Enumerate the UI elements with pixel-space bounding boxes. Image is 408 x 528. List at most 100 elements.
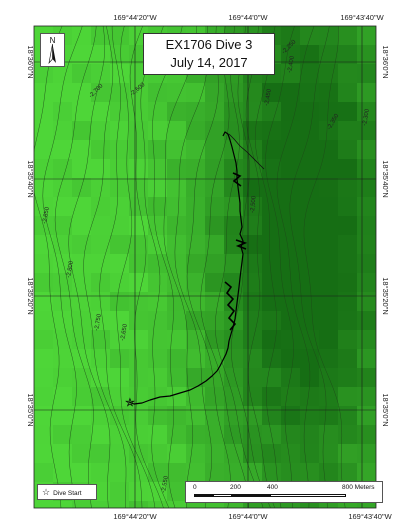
bathy-cell bbox=[243, 330, 263, 350]
bathy-cell bbox=[148, 216, 168, 236]
bathy-cell bbox=[53, 83, 73, 103]
bathy-cell bbox=[224, 254, 244, 274]
bathy-cell bbox=[281, 83, 301, 103]
bathy-cell bbox=[72, 83, 92, 103]
bathy-cell bbox=[224, 102, 244, 122]
bathy-cell bbox=[34, 216, 54, 236]
bathy-cell bbox=[205, 178, 225, 198]
bathy-cell bbox=[262, 159, 282, 179]
bathy-cell bbox=[110, 26, 130, 46]
bathy-cell bbox=[262, 235, 282, 255]
bathy-cell bbox=[300, 178, 320, 198]
bathy-cell bbox=[357, 216, 376, 236]
bathy-cell bbox=[110, 140, 130, 160]
bathy-cell bbox=[338, 216, 358, 236]
bathy-cell bbox=[91, 349, 111, 369]
contour-line bbox=[83, 26, 127, 508]
bathy-cell bbox=[91, 216, 111, 236]
bathy-cell bbox=[34, 64, 54, 84]
bathy-cell bbox=[300, 254, 320, 274]
bathy-cell bbox=[72, 235, 92, 255]
bathy-cell bbox=[72, 273, 92, 293]
bathy-cell bbox=[91, 254, 111, 274]
bathy-cell bbox=[110, 197, 130, 217]
bathy-cell bbox=[357, 235, 376, 255]
bathy-cell bbox=[300, 140, 320, 160]
bathy-cell bbox=[224, 197, 244, 217]
bathy-cell bbox=[357, 64, 376, 84]
bathy-cell bbox=[224, 121, 244, 141]
bathy-cell bbox=[262, 368, 282, 388]
scale-segment bbox=[232, 494, 270, 497]
bathy-cell bbox=[281, 501, 301, 508]
bathy-cell bbox=[243, 349, 263, 369]
scale-segment bbox=[213, 494, 232, 497]
bathy-cell bbox=[72, 406, 92, 426]
bathy-cell bbox=[129, 444, 149, 464]
bathy-cell bbox=[338, 140, 358, 160]
bathy-cell bbox=[319, 463, 339, 483]
bathy-cell bbox=[319, 444, 339, 464]
bathy-cell bbox=[72, 197, 92, 217]
bathy-cell bbox=[91, 406, 111, 426]
bathy-cell bbox=[72, 330, 92, 350]
bathy-cell bbox=[338, 197, 358, 217]
bathy-cell bbox=[91, 501, 111, 508]
bathy-cell bbox=[34, 83, 54, 103]
contour-label: -2,400 bbox=[287, 55, 296, 73]
bathy-cell bbox=[110, 64, 130, 84]
bathy-cell bbox=[91, 102, 111, 122]
bathy-cell bbox=[91, 235, 111, 255]
lon-tick-label: 169°44'0"W bbox=[228, 13, 268, 22]
bathy-cell bbox=[262, 121, 282, 141]
bathy-cell bbox=[281, 254, 301, 274]
bathy-cell bbox=[357, 197, 376, 217]
bathy-cell bbox=[91, 425, 111, 445]
contour-line bbox=[42, 26, 83, 508]
bathy-cell bbox=[167, 387, 187, 407]
bathy-cell bbox=[110, 463, 130, 483]
lat-tick-label: 18°35'20"N bbox=[381, 277, 390, 315]
scale-label-200: 200 bbox=[230, 484, 241, 491]
bathy-cell bbox=[110, 235, 130, 255]
bathy-cell bbox=[129, 254, 149, 274]
north-label: N bbox=[50, 36, 56, 45]
contour-line bbox=[163, 26, 197, 508]
bathy-cell bbox=[53, 425, 73, 445]
bathy-cell bbox=[357, 501, 376, 508]
bathy-cell bbox=[300, 102, 320, 122]
lat-tick-label: 18°35'40"N bbox=[381, 160, 390, 198]
lon-tick-label: 169°44'20"W bbox=[113, 512, 157, 521]
bathy-cell bbox=[262, 387, 282, 407]
contour-line bbox=[129, 26, 164, 508]
contour-line bbox=[200, 26, 249, 508]
contour-line bbox=[174, 26, 212, 508]
bathy-cell bbox=[34, 463, 54, 483]
bathy-cell bbox=[129, 178, 149, 198]
bathy-cell bbox=[148, 83, 168, 103]
bathy-cell bbox=[357, 83, 376, 103]
bathy-cell bbox=[72, 444, 92, 464]
bathy-cell bbox=[53, 349, 73, 369]
bathy-cell bbox=[34, 425, 54, 445]
bathy-cell bbox=[205, 406, 225, 426]
bathy-cell bbox=[205, 444, 225, 464]
bathy-cell bbox=[91, 311, 111, 331]
bathy-cell bbox=[148, 273, 168, 293]
bathy-cell bbox=[110, 482, 130, 502]
bathy-cell bbox=[319, 121, 339, 141]
bathy-cell bbox=[110, 273, 130, 293]
bathy-cell bbox=[262, 444, 282, 464]
bathy-cell bbox=[300, 216, 320, 236]
bathy-cell bbox=[224, 463, 244, 483]
bathy-cell bbox=[34, 501, 54, 508]
bathy-cell bbox=[281, 444, 301, 464]
bathy-cell bbox=[167, 292, 187, 312]
contour-label: -2,550 bbox=[161, 475, 170, 493]
bathy-cell bbox=[319, 64, 339, 84]
lat-tick-label: 18°35'0"N bbox=[381, 393, 390, 426]
bathy-cell bbox=[167, 102, 187, 122]
bathy-cell bbox=[53, 197, 73, 217]
bathy-cell bbox=[243, 216, 263, 236]
bathy-cell bbox=[205, 463, 225, 483]
